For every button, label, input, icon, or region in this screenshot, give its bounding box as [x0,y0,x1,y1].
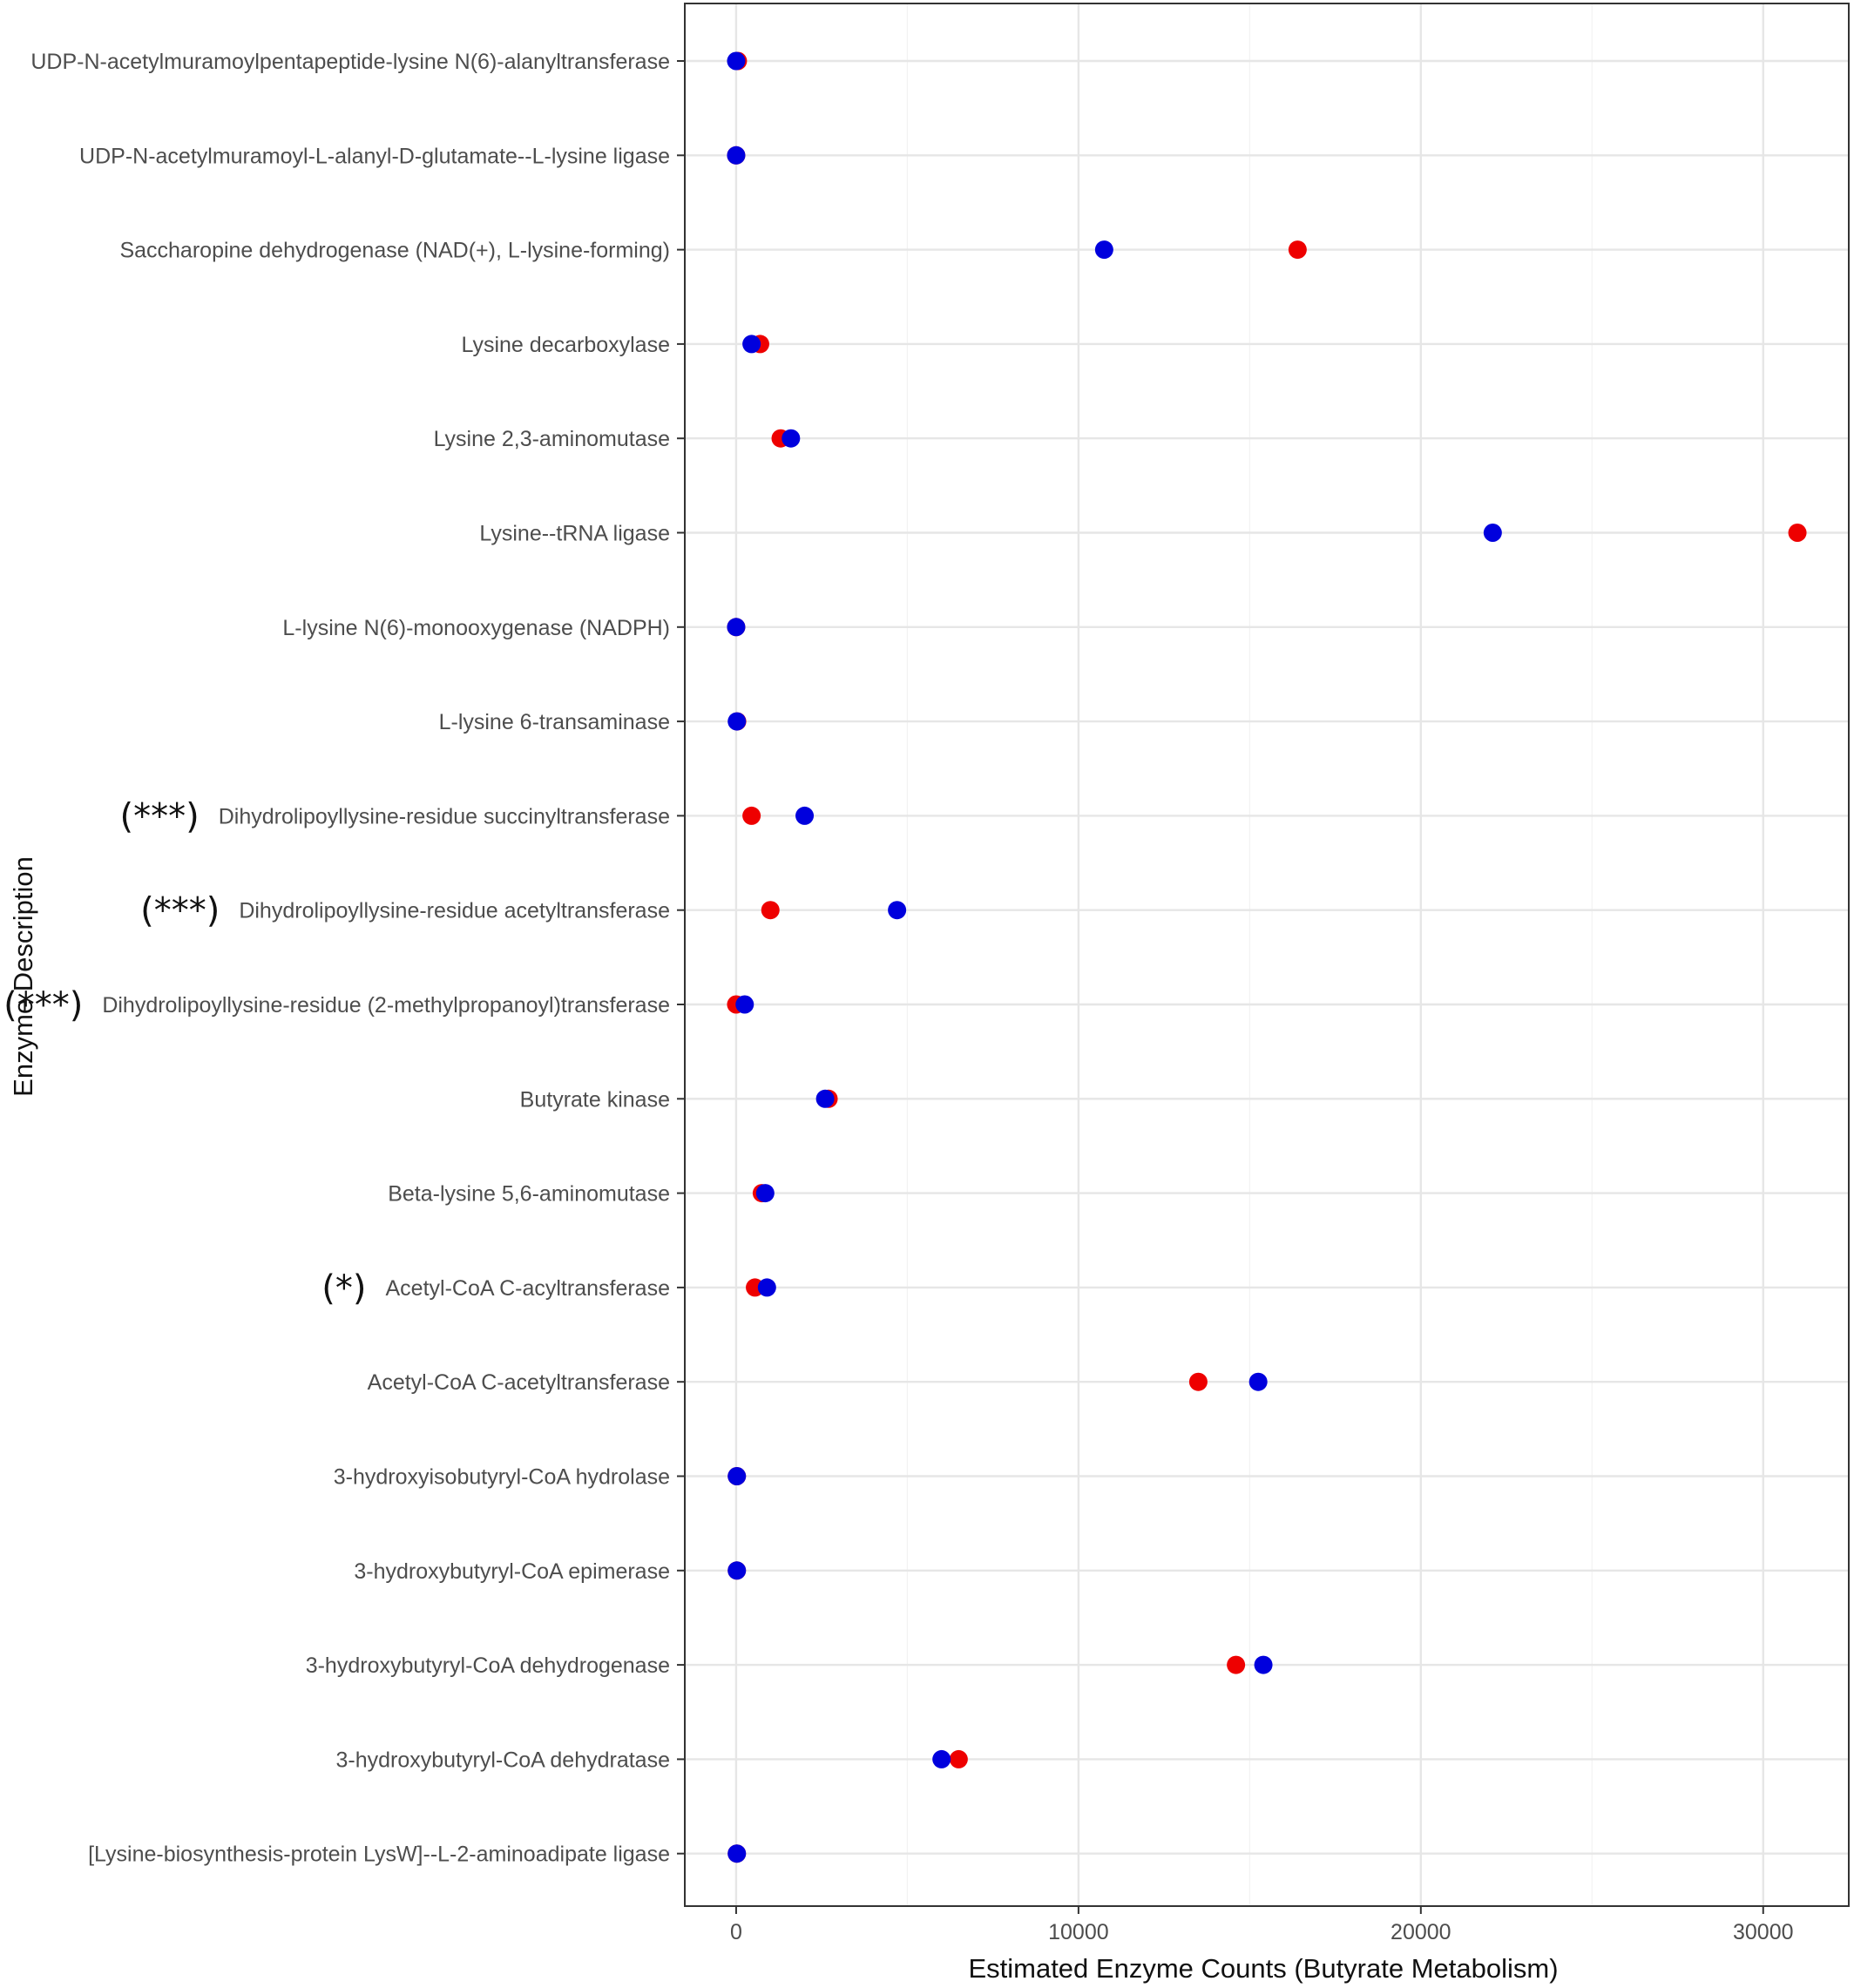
x-tick-label: 0 [730,1920,742,1944]
y-tick-label: [Lysine-biosynthesis-protein LysW]--L-2-… [88,1843,670,1867]
x-tick-label: 30000 [1733,1920,1794,1944]
y-axis: UDP-N-acetylmuramoylpentapeptide-lysine … [3,50,685,1867]
y-tick-label: UDP-N-acetylmuramoyl-L-alanyl-D-glutamat… [79,144,670,168]
blue-data-point [795,806,815,825]
x-axis: 0 10000 20000 30000 [730,1906,1794,1944]
blue-data-point [742,335,761,354]
red-data-point [761,901,780,920]
y-tick-label: 3-hydroxyisobutyryl-CoA hydrolase [334,1465,670,1490]
blue-data-point [727,51,746,71]
red-data-point [742,806,761,825]
red-data-point [949,1749,968,1768]
red-data-point [1227,1655,1246,1674]
blue-data-point [755,1184,775,1203]
y-axis-title: Enzyme Description [8,856,38,1097]
y-tick-label: Butyrate kinase [520,1087,670,1112]
y-tick-label: Acetyl-CoA C-acyltransferase [385,1276,670,1301]
y-tick-label: Saccharopine dehydrogenase (NAD(+), L-ly… [119,239,670,263]
y-tick-label: Beta-lysine 5,6-aminomutase [388,1182,670,1207]
y-tick-label: Lysine 2,3-aminomutase [434,427,670,451]
x-tick-label: 20000 [1390,1920,1451,1944]
red-data-point [1788,524,1807,542]
y-tick-label: Dihydrolipoyllysine-residue succinyltran… [219,804,670,828]
blue-data-point [932,1749,951,1768]
blue-data-point [727,1844,747,1863]
blue-data-point [727,618,746,637]
points-layer [727,51,1807,1863]
significance-marker: (***) [3,985,83,1025]
blue-data-point [888,901,907,920]
significance-marker: (***) [120,796,200,836]
y-tick-label: L-lysine N(6)-monooxygenase (NADPH) [282,616,670,640]
blue-data-point [735,995,754,1014]
blue-data-point [1254,1655,1273,1674]
red-data-point [1188,1372,1208,1391]
y-tick-label: Dihydrolipoyllysine-residue acetyltransf… [239,899,670,923]
y-tick-label: UDP-N-acetylmuramoylpentapeptide-lysine … [30,50,670,74]
blue-data-point [727,1561,747,1580]
red-data-point [1288,240,1307,260]
x-axis-title: Estimated Enzyme Counts (Butyrate Metabo… [968,1953,1558,1984]
y-tick-label: 3-hydroxybutyryl-CoA epimerase [354,1559,670,1584]
significance-marker: (***) [140,891,220,931]
blue-data-point [1248,1372,1268,1391]
blue-data-point [727,1467,747,1485]
blue-data-point [1094,240,1113,260]
plot-panel-border [684,3,1850,1907]
significance-marker: (*) [321,1268,366,1308]
y-tick-label: L-lysine 6-transaminase [439,710,670,734]
x-tick-label: 10000 [1048,1920,1109,1944]
blue-data-point [815,1089,835,1108]
blue-data-point [757,1278,776,1297]
blue-data-point [727,145,746,165]
blue-data-point [1483,524,1502,542]
y-tick-label: 3-hydroxybutyryl-CoA dehydratase [335,1748,670,1772]
y-tick-label: Lysine--tRNA ligase [479,522,670,546]
blue-data-point [782,429,801,448]
y-tick-label: Lysine decarboxylase [462,333,671,357]
grid-layer [685,3,1849,1906]
y-tick-label: Acetyl-CoA C-acetyltransferase [368,1370,670,1395]
y-tick-label: 3-hydroxybutyryl-CoA dehydrogenase [306,1653,670,1678]
blue-data-point [727,712,747,731]
y-tick-label: Dihydrolipoyllysine-residue (2-methylpro… [102,993,670,1018]
